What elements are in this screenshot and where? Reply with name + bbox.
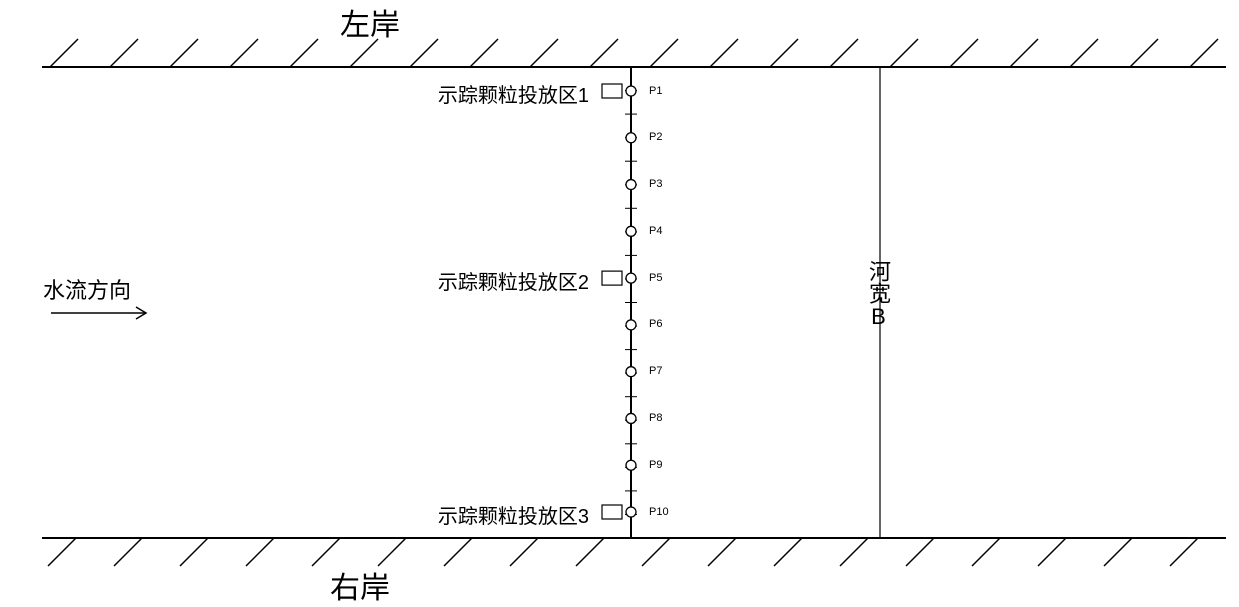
measure-point-marker (626, 460, 636, 470)
hatch-line (1104, 538, 1132, 566)
point-label: P8 (649, 412, 662, 424)
measure-point-marker (626, 273, 636, 283)
hatch-line (1190, 39, 1218, 67)
hatch-line (378, 538, 406, 566)
tracer-zone-label: 示踪颗粒投放区1 (438, 79, 589, 108)
measure-point-marker (626, 320, 636, 330)
hatch-line (950, 39, 978, 67)
hatch-line (246, 538, 274, 566)
hatch-line (50, 39, 78, 67)
river-diagram (0, 0, 1239, 607)
measure-point-marker (626, 367, 636, 377)
hatch-line (290, 39, 318, 67)
point-label: P5 (649, 272, 662, 284)
point-label: P10 (649, 506, 669, 518)
tracer-release-box (602, 505, 622, 519)
hatch-line (114, 538, 142, 566)
hatch-line (972, 538, 1000, 566)
hatch-line (1130, 39, 1158, 67)
hatch-line (590, 39, 618, 67)
hatch-line (1010, 39, 1038, 67)
measure-point-marker (626, 133, 636, 143)
hatch-line (312, 538, 340, 566)
hatch-line (642, 538, 670, 566)
hatch-line (770, 39, 798, 67)
hatch-line (510, 538, 538, 566)
hatch-line (530, 39, 558, 67)
hatch-line (1038, 538, 1066, 566)
hatch-line (110, 39, 138, 67)
left-bank-label: 左岸 (340, 0, 400, 44)
point-label: P4 (649, 225, 662, 237)
hatch-line (180, 538, 208, 566)
tracer-zone-label: 示踪颗粒投放区2 (438, 266, 589, 295)
point-label: P2 (649, 131, 662, 143)
hatch-line (230, 39, 258, 67)
hatch-line (710, 39, 738, 67)
hatch-line (410, 39, 438, 67)
hatch-line (708, 538, 736, 566)
river-width-label: 河宽B (862, 260, 894, 329)
right-bank-label: 右岸 (330, 563, 390, 607)
point-label: P3 (649, 178, 662, 190)
point-label: P9 (649, 459, 662, 471)
measure-point-marker (626, 413, 636, 423)
hatch-line (830, 39, 858, 67)
point-label: P6 (649, 318, 662, 330)
hatch-line (774, 538, 802, 566)
hatch-line (840, 538, 868, 566)
hatch-line (1070, 39, 1098, 67)
hatch-line (170, 39, 198, 67)
hatch-line (470, 39, 498, 67)
hatch-line (1170, 538, 1198, 566)
tracer-release-box (602, 271, 622, 285)
hatch-line (576, 538, 604, 566)
measure-point-marker (626, 226, 636, 236)
tracer-release-box (602, 84, 622, 98)
hatch-line (890, 39, 918, 67)
measure-point-marker (626, 507, 636, 517)
flow-direction-label: 水流方向 (43, 273, 131, 305)
measure-point-marker (626, 86, 636, 96)
hatch-line (650, 39, 678, 67)
point-label: P1 (649, 85, 662, 97)
hatch-line (444, 538, 472, 566)
hatch-line (48, 538, 76, 566)
tracer-zone-label: 示踪颗粒投放区3 (438, 500, 589, 529)
point-label: P7 (649, 365, 662, 377)
hatch-line (906, 538, 934, 566)
measure-point-marker (626, 180, 636, 190)
